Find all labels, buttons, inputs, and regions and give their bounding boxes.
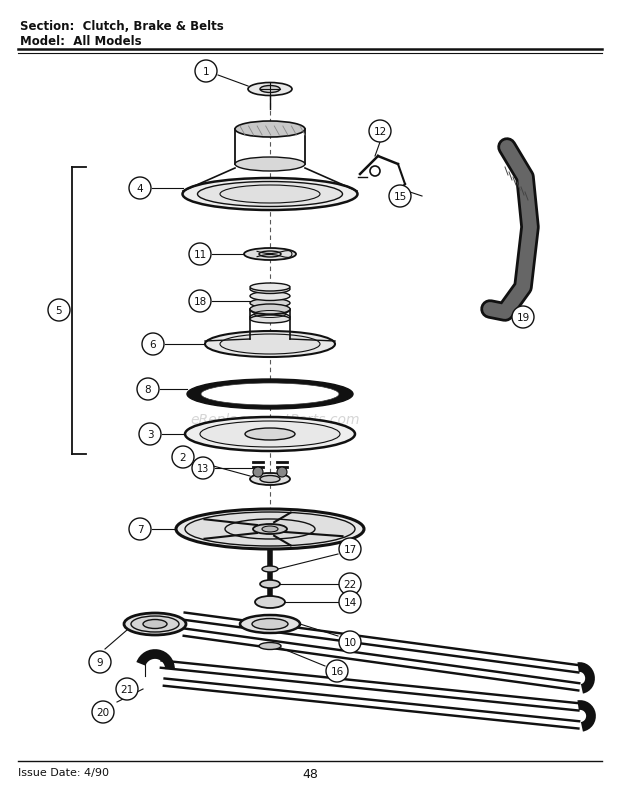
Text: 18: 18 xyxy=(193,297,206,307)
Text: 3: 3 xyxy=(147,430,153,440)
Circle shape xyxy=(92,702,114,723)
Circle shape xyxy=(137,379,159,401)
Ellipse shape xyxy=(225,519,315,539)
Circle shape xyxy=(172,446,194,469)
Circle shape xyxy=(369,121,391,143)
Ellipse shape xyxy=(250,313,290,322)
Ellipse shape xyxy=(220,335,320,354)
Circle shape xyxy=(116,678,138,700)
Circle shape xyxy=(129,518,151,540)
Ellipse shape xyxy=(240,616,300,633)
Ellipse shape xyxy=(235,122,305,138)
Ellipse shape xyxy=(198,182,342,208)
Circle shape xyxy=(189,243,211,266)
Text: Model:  All Models: Model: All Models xyxy=(20,35,141,48)
Circle shape xyxy=(253,467,263,478)
Circle shape xyxy=(142,333,164,355)
Text: eReplacementParts.com: eReplacementParts.com xyxy=(190,413,360,427)
Text: 13: 13 xyxy=(197,463,209,474)
Ellipse shape xyxy=(187,380,353,410)
Ellipse shape xyxy=(250,315,290,324)
Circle shape xyxy=(339,631,361,653)
Circle shape xyxy=(393,188,403,198)
Circle shape xyxy=(512,307,534,328)
Circle shape xyxy=(339,573,361,595)
Text: Section:  Clutch, Brake & Belts: Section: Clutch, Brake & Belts xyxy=(20,20,224,33)
Circle shape xyxy=(326,660,348,682)
Text: 22: 22 xyxy=(343,579,356,590)
Ellipse shape xyxy=(250,474,290,486)
Ellipse shape xyxy=(244,249,296,260)
Text: 19: 19 xyxy=(516,312,529,323)
Ellipse shape xyxy=(185,513,355,547)
Text: 20: 20 xyxy=(97,707,110,717)
Ellipse shape xyxy=(176,509,364,549)
Text: 6: 6 xyxy=(149,340,156,350)
Text: 48: 48 xyxy=(302,767,318,780)
Text: 12: 12 xyxy=(373,127,387,137)
Ellipse shape xyxy=(252,619,288,629)
Ellipse shape xyxy=(259,251,281,258)
Text: 9: 9 xyxy=(97,657,104,667)
Ellipse shape xyxy=(250,299,290,308)
Ellipse shape xyxy=(185,418,355,452)
Circle shape xyxy=(129,178,151,200)
Ellipse shape xyxy=(255,596,285,608)
Ellipse shape xyxy=(260,581,280,588)
Ellipse shape xyxy=(262,526,278,532)
Text: 11: 11 xyxy=(193,250,206,260)
Ellipse shape xyxy=(131,616,179,633)
Text: 4: 4 xyxy=(136,184,143,194)
Ellipse shape xyxy=(245,428,295,440)
Ellipse shape xyxy=(250,306,290,315)
Ellipse shape xyxy=(250,292,290,301)
Text: 5: 5 xyxy=(56,306,63,315)
Ellipse shape xyxy=(200,422,340,448)
Ellipse shape xyxy=(250,284,290,292)
Text: 8: 8 xyxy=(144,384,151,394)
Ellipse shape xyxy=(143,620,167,629)
Circle shape xyxy=(195,61,217,83)
Text: 7: 7 xyxy=(136,525,143,534)
Circle shape xyxy=(339,591,361,613)
Text: 21: 21 xyxy=(120,684,134,694)
Ellipse shape xyxy=(201,384,339,406)
Ellipse shape xyxy=(250,305,290,315)
Ellipse shape xyxy=(259,642,281,650)
Ellipse shape xyxy=(235,158,305,172)
Ellipse shape xyxy=(253,525,287,534)
Ellipse shape xyxy=(262,566,278,573)
Ellipse shape xyxy=(260,87,280,93)
Ellipse shape xyxy=(124,613,186,635)
Circle shape xyxy=(389,186,411,208)
Circle shape xyxy=(277,467,287,478)
Text: 15: 15 xyxy=(393,191,407,202)
Circle shape xyxy=(89,651,111,673)
Ellipse shape xyxy=(260,476,280,483)
Circle shape xyxy=(339,539,361,560)
Text: 17: 17 xyxy=(343,544,356,554)
Circle shape xyxy=(139,423,161,445)
Text: 1: 1 xyxy=(203,67,210,77)
Text: 14: 14 xyxy=(343,597,356,607)
Ellipse shape xyxy=(248,84,292,97)
Circle shape xyxy=(48,299,70,322)
Ellipse shape xyxy=(250,285,290,294)
Circle shape xyxy=(192,457,214,479)
Circle shape xyxy=(189,290,211,312)
Text: 10: 10 xyxy=(343,637,356,647)
Ellipse shape xyxy=(220,186,320,204)
Text: 16: 16 xyxy=(330,666,343,676)
Ellipse shape xyxy=(182,178,358,211)
Text: Issue Date: 4/90: Issue Date: 4/90 xyxy=(18,767,109,777)
Ellipse shape xyxy=(205,332,335,358)
Text: 2: 2 xyxy=(180,453,187,462)
